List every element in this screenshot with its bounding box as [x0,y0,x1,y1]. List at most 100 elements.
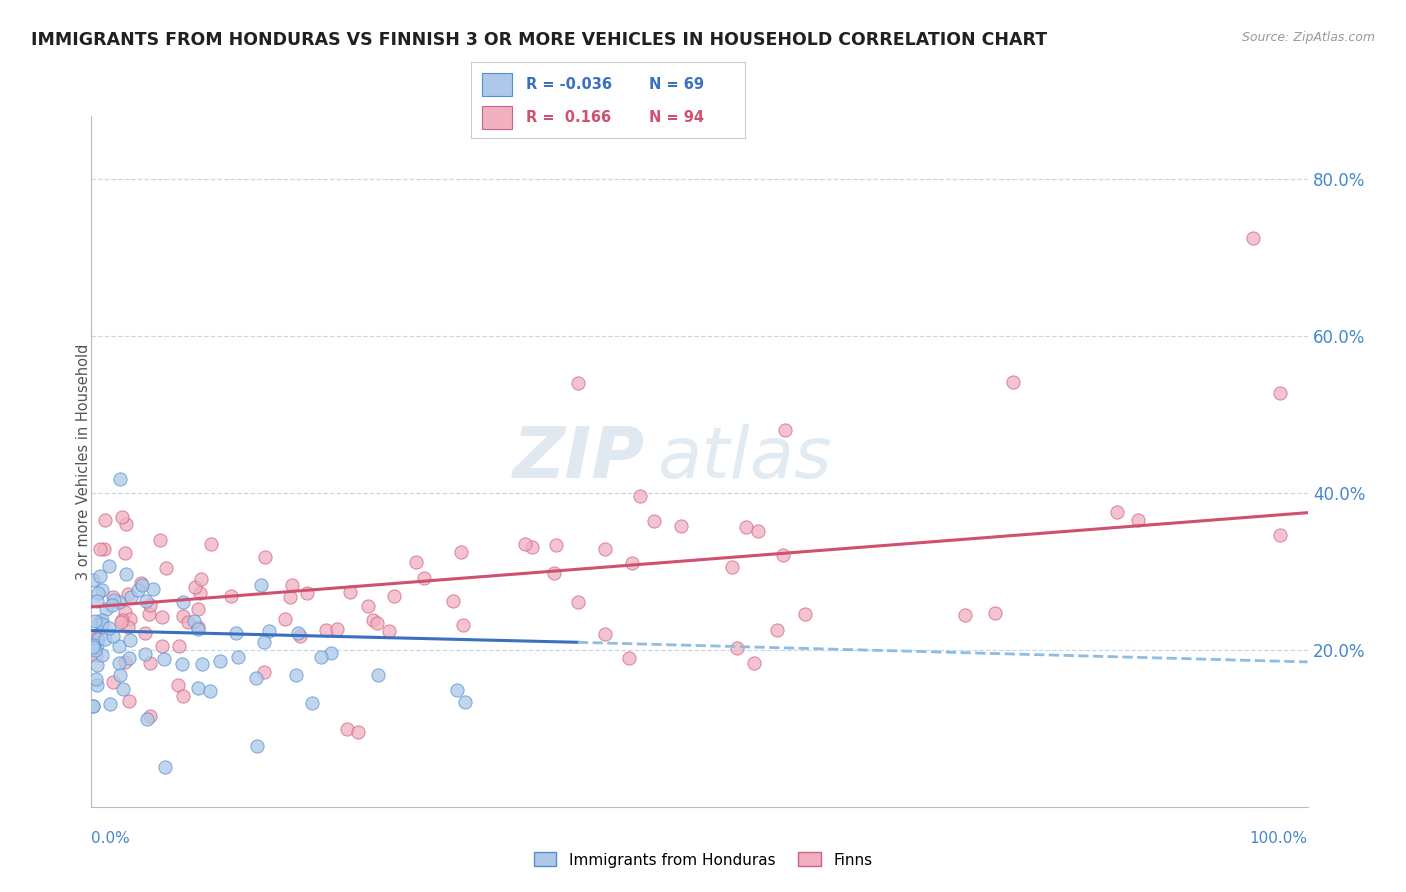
Point [522,541,544,555]
Point [108,639,131,653]
Point [114,656,136,670]
Point [141,582,163,596]
Point [86,593,108,607]
Point [89,569,111,583]
Point [108,595,131,609]
Point [150,639,173,653]
Point [118,632,141,647]
Point [567,595,589,609]
Point [89,541,111,556]
Point [773,423,796,437]
Point [108,472,131,486]
Point [357,599,380,614]
Point [295,586,318,600]
Point [284,668,307,682]
Point [111,613,134,627]
Point [246,739,269,754]
Point [245,671,267,685]
Point [114,546,136,560]
Point [187,620,209,634]
Point [84,672,107,686]
Point [86,657,108,672]
Point [441,594,464,608]
Point [87,615,110,629]
Point [107,656,129,670]
Point [94,602,117,616]
Text: N = 94: N = 94 [650,111,704,125]
Point [170,657,193,671]
Point [101,599,124,613]
Point [593,627,616,641]
Point [94,513,117,527]
Point [131,578,153,592]
Point [82,640,104,655]
FancyBboxPatch shape [482,73,512,95]
Text: Source: ZipAtlas.com: Source: ZipAtlas.com [1241,31,1375,45]
Point [450,545,472,559]
Point [98,622,121,636]
Point [281,578,304,592]
Point [311,650,333,665]
Point [187,681,209,695]
Point [86,638,108,652]
Point [200,684,222,698]
Point [111,509,134,524]
Text: R = -0.036: R = -0.036 [526,77,612,92]
Point [225,626,247,640]
Point [117,587,139,601]
Point [209,654,232,668]
Point [326,623,349,637]
Point [118,694,141,708]
Point [103,592,125,607]
Point [94,632,117,647]
Point [166,678,188,692]
Point [115,566,138,581]
Point [172,689,194,703]
Point [190,573,212,587]
Point [184,580,207,594]
Point [1268,386,1291,401]
Point [139,598,162,612]
Point [257,624,280,638]
Point [134,626,156,640]
Point [252,665,274,680]
Point [315,624,337,638]
Point [671,519,693,533]
Point [172,609,194,624]
Point [172,595,194,609]
Point [984,607,1007,621]
Point [336,722,359,736]
Point [120,590,142,604]
Point [725,640,748,655]
Point [138,607,160,621]
Text: R =  0.166: R = 0.166 [526,111,612,125]
Point [720,559,742,574]
Point [97,559,120,574]
Point [620,556,643,570]
Point [250,578,273,592]
Point [90,613,112,627]
Point [347,725,370,739]
Point [111,681,134,696]
Point [91,583,114,598]
Point [82,638,104,652]
Point [103,629,125,643]
Point [301,696,323,710]
Point [153,652,176,666]
Point [747,524,769,538]
Point [134,647,156,661]
Point [98,697,121,711]
Point [183,615,205,629]
Point [153,760,176,774]
Point [191,657,214,672]
Point [366,615,388,630]
Point [86,631,108,645]
Point [135,594,157,608]
Point [766,623,789,637]
Point [91,617,114,632]
Point [221,589,243,603]
Point [131,575,153,590]
Point [772,548,794,562]
Point [543,566,565,580]
Point [82,573,104,587]
